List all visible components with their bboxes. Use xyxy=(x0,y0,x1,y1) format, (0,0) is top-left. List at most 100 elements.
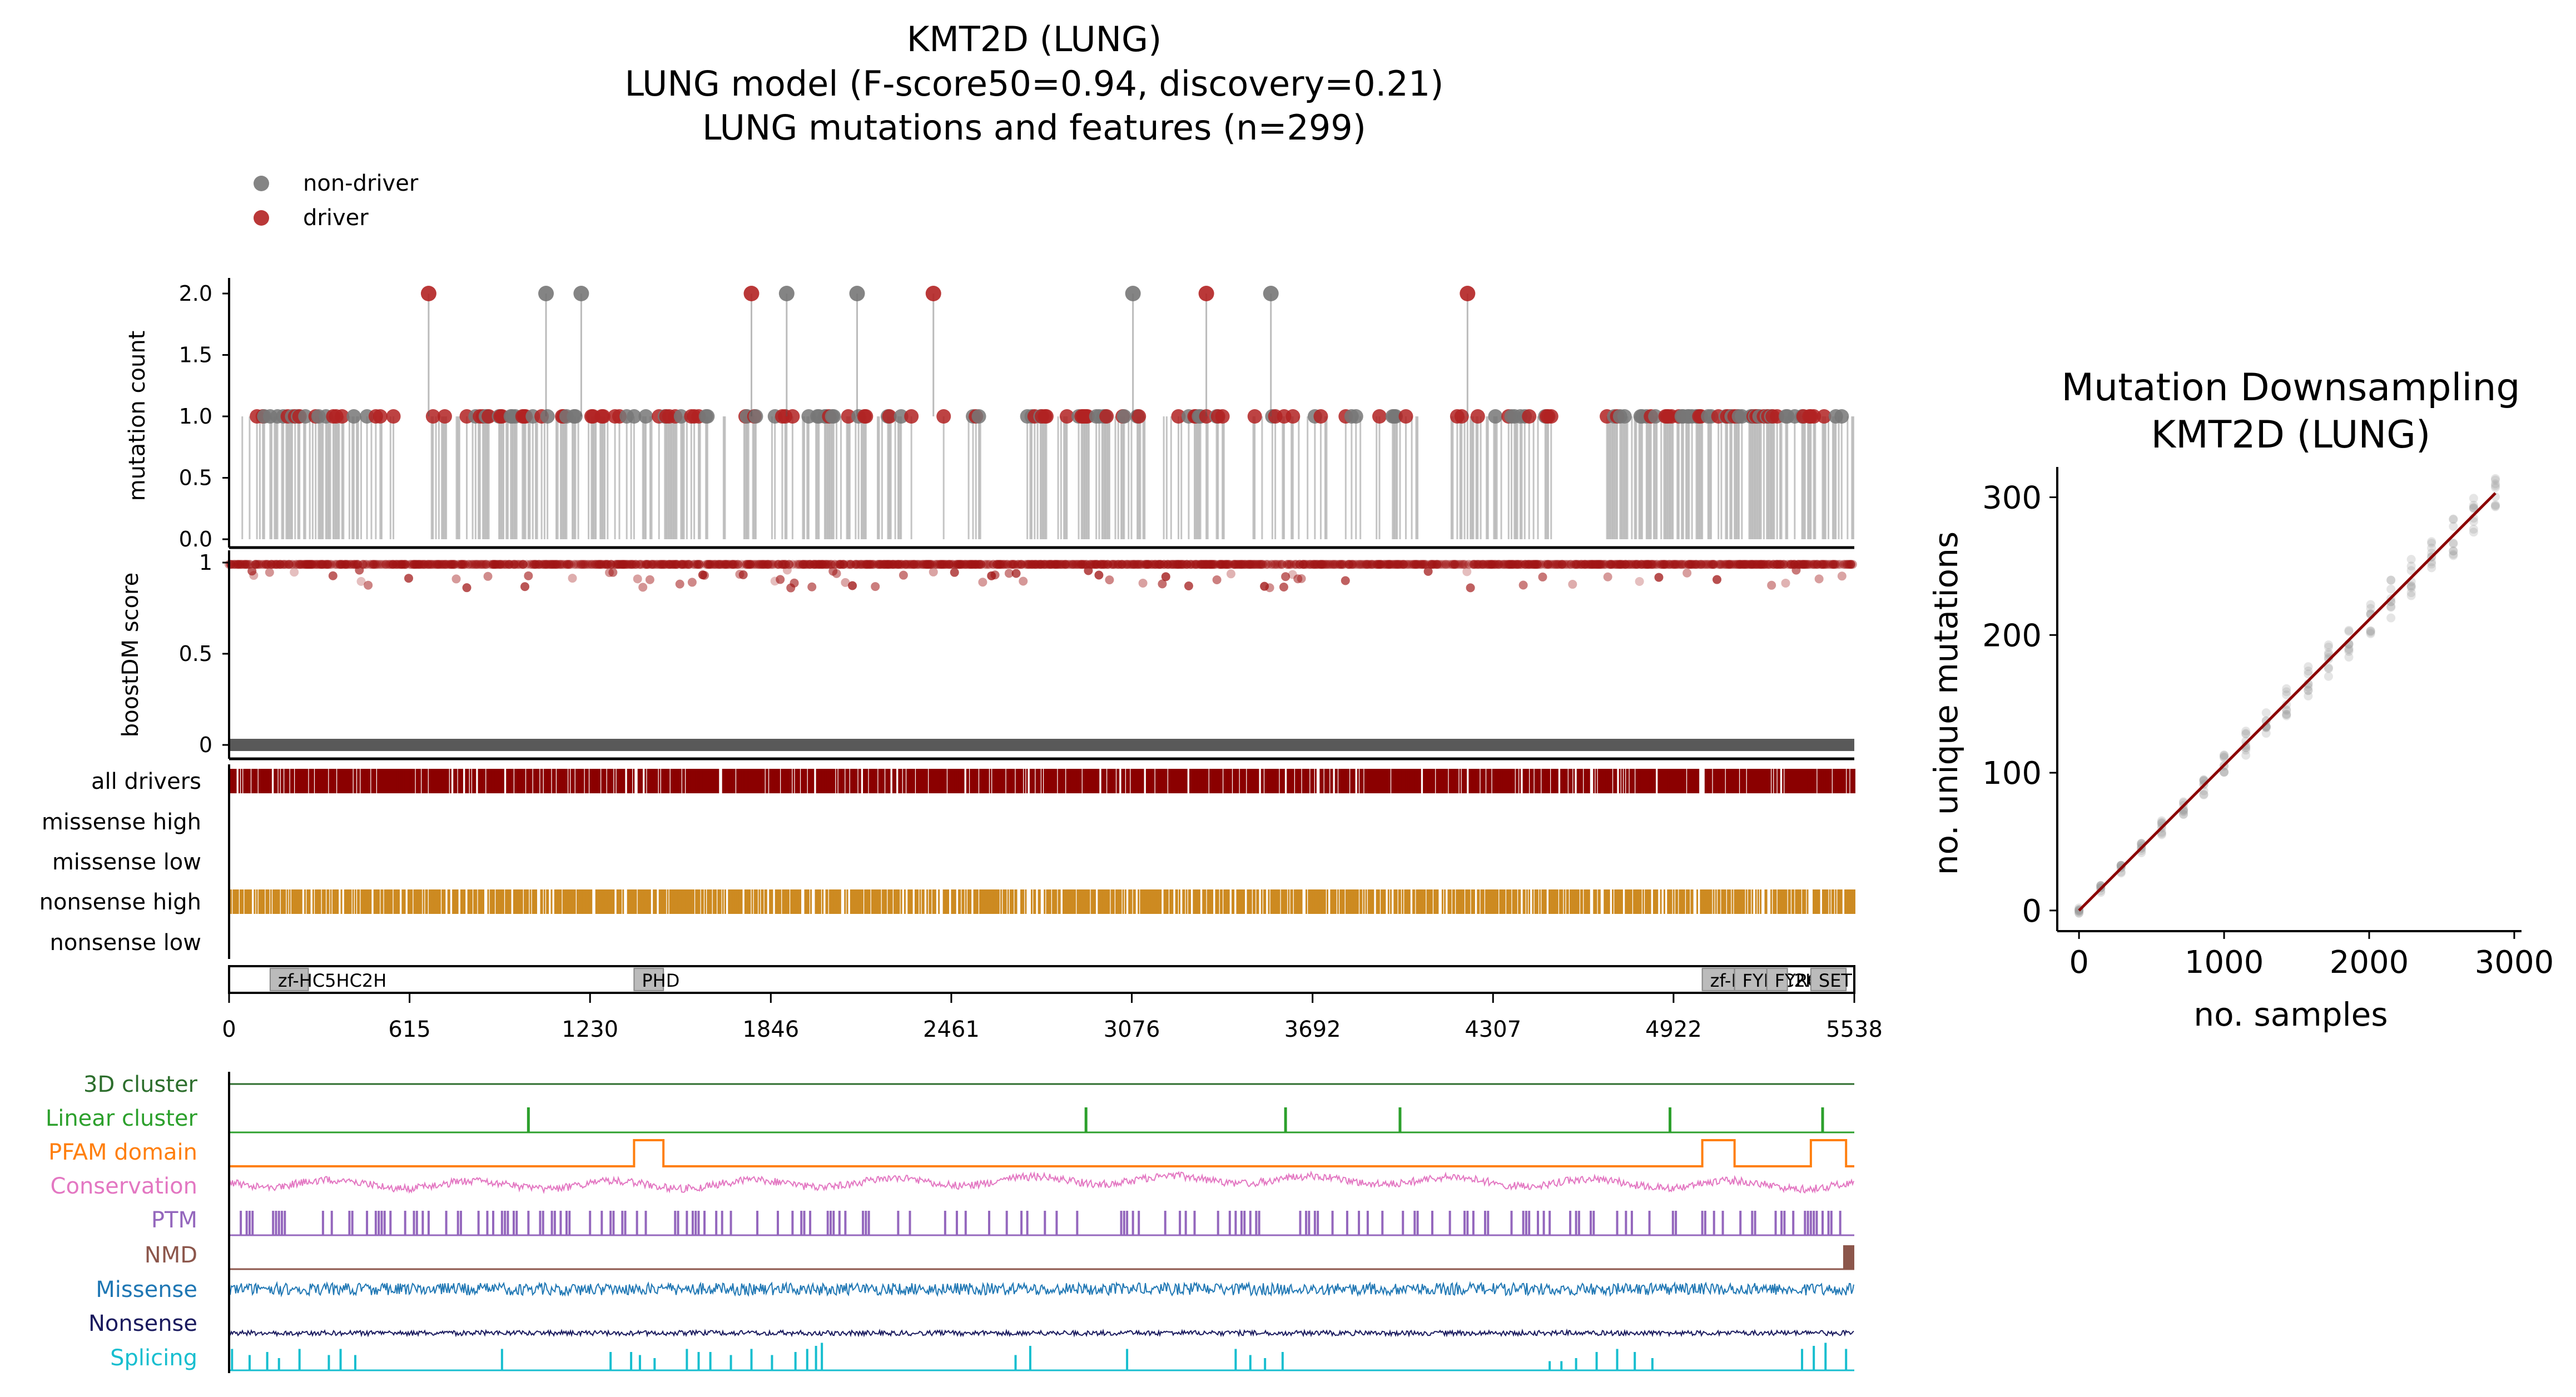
non-driver-mutation xyxy=(638,409,653,424)
all-drivers-bar xyxy=(1352,769,1354,793)
all-drivers-bar xyxy=(1102,769,1104,793)
all-drivers-bar xyxy=(354,769,356,793)
nonsense-high-bar xyxy=(1501,889,1503,914)
downsampling-point xyxy=(2324,640,2333,650)
all-drivers-bar xyxy=(1190,769,1193,793)
downsampling-point xyxy=(2282,710,2291,719)
all-drivers-bar xyxy=(324,769,326,793)
downsampling-point xyxy=(2491,481,2500,490)
all-drivers-bar xyxy=(1307,769,1309,793)
all-drivers-bar xyxy=(1073,769,1075,793)
all-drivers-bar xyxy=(1172,769,1174,793)
nonsense-high-bar xyxy=(1160,889,1162,914)
nonsense-high-bar xyxy=(1130,889,1133,914)
boostdm-score-dot xyxy=(1268,560,1278,569)
all-drivers-bar xyxy=(797,769,799,793)
all-drivers-bar xyxy=(1343,769,1345,793)
mutation-count-ytick-label: 0.0 xyxy=(179,527,212,551)
nonsense-high-bar xyxy=(890,889,892,914)
all-drivers-bar xyxy=(748,769,750,793)
all-drivers-bar xyxy=(428,769,430,793)
all-drivers-bar xyxy=(1408,769,1411,793)
all-drivers-bar xyxy=(1548,769,1551,793)
nonsense-high-bar xyxy=(1682,889,1684,914)
downsampling-xtick-label: 0 xyxy=(2069,944,2089,981)
all-drivers-bar xyxy=(710,769,712,793)
downsampling-point xyxy=(2406,591,2416,600)
all-drivers-bar xyxy=(696,769,698,793)
all-drivers-bar xyxy=(1762,769,1764,793)
nonsense-high-bar xyxy=(1816,889,1818,914)
all-drivers-bar xyxy=(1220,769,1223,793)
all-drivers-bar xyxy=(312,769,314,793)
all-drivers-bar xyxy=(1547,769,1549,793)
boostdm-score-dot xyxy=(1452,560,1461,569)
nonsense-high-bar xyxy=(1441,889,1443,914)
nonsense-high-bar xyxy=(259,889,261,914)
downsampling-point xyxy=(2304,685,2313,695)
downsampling-point xyxy=(2386,575,2396,585)
all-drivers-bar xyxy=(558,769,560,793)
nonsense-high-bar xyxy=(550,889,553,914)
nonsense-high-bar xyxy=(336,889,338,914)
boostdm-score-dot xyxy=(1061,560,1070,569)
all-drivers-bar xyxy=(1683,769,1685,793)
all-drivers-bar xyxy=(1774,769,1776,793)
nonsense-high-bar xyxy=(1435,889,1437,914)
boostdm-score-dot xyxy=(1830,560,1840,569)
nonsense-high-bar xyxy=(1099,889,1101,914)
all-drivers-bar xyxy=(1475,769,1477,793)
nonsense-high-bar xyxy=(1818,889,1820,914)
all-drivers-bar xyxy=(1146,769,1149,793)
nonsense-high-bar xyxy=(265,889,267,914)
nonsense-high-bar xyxy=(1731,889,1734,914)
nonsense-high-bar xyxy=(319,889,321,914)
all-drivers-bar xyxy=(697,769,699,793)
nonsense-high-bar xyxy=(961,889,964,914)
nonsense-high-bar xyxy=(882,889,885,914)
nonsense-high-bar xyxy=(1014,889,1016,914)
all-drivers-bar xyxy=(607,769,609,793)
boostdm-score-dot xyxy=(564,560,574,569)
nonsense-high-bar xyxy=(300,889,302,914)
all-drivers-bar xyxy=(1271,769,1273,793)
nonsense-high-bar xyxy=(1332,889,1334,914)
nonsense-high-bar xyxy=(974,889,976,914)
nonsense-high-bar xyxy=(1588,889,1590,914)
mutation-dots xyxy=(250,409,1849,424)
nonsense-high-bar xyxy=(944,889,946,914)
all-drivers-bar xyxy=(1237,769,1239,793)
downsampling-point xyxy=(2366,600,2375,609)
all-drivers-bar xyxy=(742,769,744,793)
all-drivers-bar xyxy=(258,769,260,793)
all-drivers-bar xyxy=(459,769,461,793)
all-drivers-bar xyxy=(941,769,944,793)
all-drivers-bar xyxy=(432,769,434,793)
nonsense-high-bar xyxy=(1496,889,1498,914)
nonsense-high-bar xyxy=(982,889,985,914)
all-drivers-bar xyxy=(568,769,570,793)
nonsense-high-bar xyxy=(560,889,562,914)
all-drivers-bar xyxy=(509,769,512,793)
downsampling-panel: Mutation Downsampling KMT2D (LUNG) no. s… xyxy=(1927,366,2554,1033)
nonsense-high-bar xyxy=(976,889,979,914)
all-drivers-bar xyxy=(1250,769,1252,793)
all-drivers-bar xyxy=(1642,769,1644,793)
nonsense-high-bar xyxy=(583,889,585,914)
nonsense-high-bar xyxy=(736,889,738,914)
mutation-count-ytick-label: 0.5 xyxy=(179,466,212,490)
all-drivers-bar xyxy=(520,769,522,793)
all-drivers-bar xyxy=(1626,769,1628,793)
all-drivers-bar xyxy=(1020,769,1022,793)
all-drivers-bar xyxy=(925,769,927,793)
nonsense-high-bar xyxy=(1393,889,1396,914)
boostdm-score-dot xyxy=(1846,560,1855,569)
all-drivers-bar xyxy=(1649,769,1651,793)
all-drivers-bar xyxy=(716,769,718,793)
position-tick-label: 4307 xyxy=(1465,1017,1521,1042)
nonsense-high-bar xyxy=(1785,889,1788,914)
nonsense-high-bar xyxy=(579,889,581,914)
boostdm-score-dot xyxy=(569,560,579,569)
nonsense-high-bar xyxy=(337,889,339,914)
